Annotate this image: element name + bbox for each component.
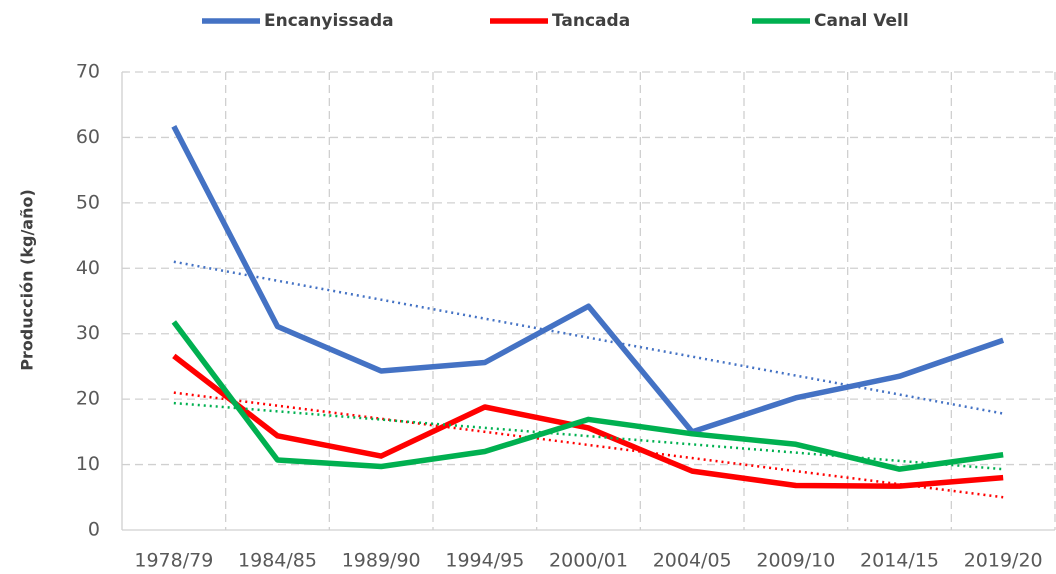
x-tick-label: 2009/10 (756, 550, 835, 572)
y-tick-label: 40 (76, 257, 100, 279)
x-tick-label: 1989/90 (342, 550, 421, 572)
y-tick-label: 70 (76, 61, 100, 83)
x-tick-label: 1994/95 (445, 550, 524, 572)
x-tick-label: 1978/79 (134, 550, 213, 572)
legend-label: Tancada (552, 11, 630, 31)
x-tick-label: 2000/01 (549, 550, 628, 572)
trendline (173, 401, 1004, 471)
y-tick-label: 60 (76, 126, 100, 148)
y-tick-label: 0 (88, 519, 100, 541)
legend-label: Encanyissada (264, 11, 394, 31)
legend-label: Canal Vell (814, 11, 909, 31)
y-tick-label: 50 (76, 191, 100, 213)
series-line (171, 125, 1005, 435)
x-tick-label: 2014/15 (860, 550, 939, 572)
series-line (172, 353, 1004, 489)
trendline (173, 260, 1004, 415)
y-tick-label: 10 (76, 453, 100, 475)
y-axis-label: Producción (kg/año) (18, 189, 37, 371)
x-tick-label: 1984/85 (238, 550, 317, 572)
trendline (173, 391, 1004, 499)
y-tick-label: 20 (76, 388, 100, 410)
x-tick-label: 2004/05 (653, 550, 732, 572)
x-tick-label: 2019/20 (964, 550, 1043, 572)
series-line (171, 320, 1004, 472)
y-tick-label: 30 (76, 322, 100, 344)
